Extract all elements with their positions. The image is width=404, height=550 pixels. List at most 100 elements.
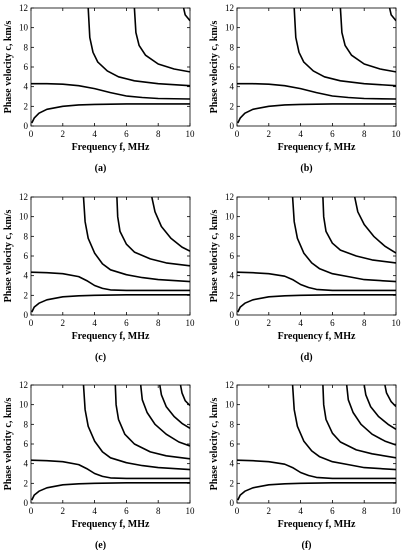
series-line-2: [31, 82, 190, 100]
chart-panel-2: 0 2 4 6 8 10 0 2 4 6 8 10 12 Frequency f, MHz Phase ve…: [209, 3, 401, 174]
series-line-5: [345, 385, 396, 446]
y-tick-label: 2: [230, 101, 235, 111]
series-line-5: [151, 197, 190, 252]
y-tick-label: 12: [225, 3, 234, 13]
series-line-1: [31, 293, 190, 313]
y-tick-label: 10: [19, 400, 29, 410]
y-tick-label: 12: [19, 3, 28, 13]
x-tick-label: 6: [124, 506, 129, 516]
series-line-3: [293, 8, 396, 87]
y-tick-label: 4: [230, 271, 235, 281]
y-tick-label: 12: [225, 380, 234, 390]
x-tick-label: 6: [124, 318, 129, 328]
series-line-2: [31, 459, 190, 480]
panel-label: (e): [95, 540, 106, 550]
y-tick-label: 2: [24, 478, 29, 488]
chart-panel-4: 0 2 4 6 8 10 0 2 4 6 8 10 12 Frequency f, MHz Phase ve…: [209, 192, 401, 363]
y-tick-label: 0: [230, 498, 235, 508]
y-axis-label: Phase velocity c, km/s: [209, 398, 220, 491]
x-axis-label: Frequency f, MHz: [278, 519, 356, 530]
y-tick-label: 12: [19, 192, 28, 202]
series-line-6: [159, 385, 190, 429]
y-tick-label: 6: [24, 439, 29, 449]
y-tick-label: 2: [24, 290, 29, 300]
series-line-4: [339, 8, 396, 73]
series-line-5: [139, 385, 190, 447]
y-tick-label: 4: [230, 82, 235, 92]
x-tick-label: 8: [156, 506, 161, 516]
x-tick-label: 6: [330, 506, 335, 516]
y-tick-label: 10: [225, 400, 235, 410]
y-tick-label: 6: [230, 439, 235, 449]
x-tick-label: 2: [61, 318, 66, 328]
series-line-7: [179, 385, 190, 407]
y-tick-label: 0: [230, 121, 235, 131]
series-line-2: [237, 82, 396, 100]
x-tick-label: 8: [362, 318, 367, 328]
series-line-1: [31, 103, 190, 124]
x-tick-label: 8: [156, 318, 161, 328]
x-tick-label: 10: [392, 129, 402, 139]
y-axis-label: Phase velocity c, km/s: [209, 21, 220, 114]
x-tick-label: 0: [235, 129, 240, 139]
x-tick-label: 8: [362, 506, 367, 516]
chart-panel-3: 0 2 4 6 8 10 0 2 4 6 8 10 12 Frequency f, MHz Phase ve…: [3, 192, 195, 363]
x-tick-label: 4: [298, 318, 303, 328]
series-line-1: [237, 293, 396, 313]
x-tick-label: 10: [186, 129, 196, 139]
x-tick-label: 0: [29, 318, 34, 328]
panel-label: (b): [300, 163, 312, 174]
y-axis-label: Phase velocity c, km/s: [209, 210, 220, 303]
y-tick-label: 12: [19, 380, 28, 390]
x-tick-label: 8: [362, 129, 367, 139]
x-tick-label: 2: [61, 506, 66, 516]
x-tick-label: 2: [267, 506, 272, 516]
series-line-4: [322, 197, 396, 264]
x-tick-label: 4: [298, 506, 303, 516]
series-line-3: [82, 385, 190, 471]
series-line-5: [353, 197, 396, 254]
y-tick-label: 6: [24, 62, 29, 72]
x-tick-label: 10: [392, 318, 402, 328]
y-tick-label: 2: [230, 478, 235, 488]
x-tick-label: 0: [29, 129, 34, 139]
y-tick-label: 10: [19, 23, 29, 33]
x-axis-label: Frequency f, MHz: [72, 142, 150, 153]
x-axis-label: Frequency f, MHz: [72, 519, 150, 530]
chart-panel-1: 0 2 4 6 8 10 0 2 4 6 8 10 12 Frequency f, MHz Phase ve…: [3, 3, 195, 174]
series-line-4: [114, 385, 190, 460]
series-line-4: [116, 197, 190, 267]
y-tick-label: 4: [24, 459, 29, 469]
plot-frame: [30, 196, 191, 316]
series-line-1: [237, 103, 396, 124]
y-tick-label: 4: [230, 459, 235, 469]
y-tick-label: 2: [230, 290, 235, 300]
x-tick-label: 2: [267, 318, 272, 328]
panel-label: (a): [95, 163, 107, 174]
series-line-5: [182, 8, 190, 22]
y-tick-label: 6: [230, 62, 235, 72]
x-tick-label: 10: [186, 318, 196, 328]
y-tick-label: 6: [230, 251, 235, 261]
x-tick-label: 4: [92, 129, 97, 139]
y-tick-label: 12: [225, 192, 234, 202]
y-tick-label: 6: [24, 251, 29, 261]
x-tick-label: 4: [298, 129, 303, 139]
y-tick-label: 10: [225, 212, 235, 222]
y-tick-label: 8: [24, 231, 29, 241]
series-line-4: [133, 8, 190, 73]
series-line-3: [87, 8, 190, 87]
series-line-3: [82, 197, 190, 283]
y-axis-label: Phase velocity c, km/s: [3, 21, 14, 114]
x-axis-label: Frequency f, MHz: [278, 142, 356, 153]
series-line-7: [384, 385, 396, 408]
x-tick-label: 8: [156, 129, 161, 139]
y-tick-label: 8: [230, 231, 235, 241]
series-line-2: [31, 271, 190, 292]
panel-label: (c): [95, 352, 106, 363]
series-line-2: [237, 271, 396, 292]
x-tick-label: 2: [61, 129, 66, 139]
y-tick-label: 0: [24, 310, 29, 320]
y-tick-label: 8: [24, 42, 29, 52]
x-tick-label: 6: [330, 318, 335, 328]
